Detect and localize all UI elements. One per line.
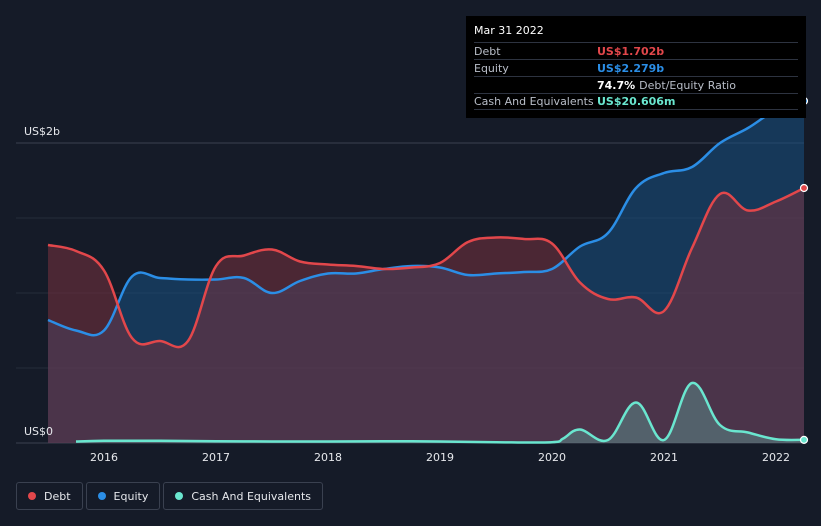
tooltip-row-debt: Debt US$1.702b <box>474 42 798 59</box>
series-lines <box>47 99 805 444</box>
tooltip-equity-value: US$2.279b <box>597 61 665 75</box>
x-tick-label: 2021 <box>650 451 678 464</box>
tooltip-equity-label: Equity <box>474 61 509 75</box>
debt-area <box>48 188 804 443</box>
debt-line <box>47 186 805 349</box>
legend-debt-label: Debt <box>44 489 71 503</box>
tooltip-row-equity: Equity US$2.279b <box>474 59 798 76</box>
x-tick-label: 2017 <box>202 451 230 464</box>
tooltip-ratio-caption: Debt/Equity Ratio <box>639 78 736 92</box>
tooltip-date: Mar 31 2022 <box>474 24 544 37</box>
cash-dot-icon <box>175 492 184 500</box>
cash-end-point <box>799 435 809 444</box>
tooltip-row-cash: Cash And Equivalents US$20.606m <box>474 93 798 110</box>
legend-item-equity[interactable]: Equity <box>85 482 161 510</box>
equity-dot-icon <box>97 492 106 500</box>
x-tick-label: 2019 <box>426 451 454 464</box>
y-label-zero: US$0 <box>24 425 53 438</box>
cash-area <box>76 382 804 443</box>
x-tick-label: 2022 <box>762 451 790 464</box>
series-areas <box>48 101 804 443</box>
tooltip-debt-value: US$1.702b <box>597 44 665 58</box>
tooltip-row-ratio: 74.7% Debt/Equity Ratio <box>474 76 798 93</box>
chart-legend: Debt Equity Cash And Equivalents <box>16 482 323 510</box>
tooltip-panel: Mar 31 2022 Debt US$1.702b Equity US$2.2… <box>466 16 806 118</box>
tooltip-debt-label: Debt <box>474 44 501 58</box>
legend-cash-label: Cash And Equivalents <box>191 489 311 503</box>
x-tick-label: 2018 <box>314 451 342 464</box>
legend-equity-label: Equity <box>113 489 149 503</box>
debt-end-point <box>799 183 809 193</box>
debt-dot-icon <box>28 492 36 500</box>
axes: US$2b US$0 2016 2017 2018 2019 2020 2021 2022 <box>24 125 790 464</box>
legend-item-cash[interactable]: Cash And Equivalents <box>163 482 323 510</box>
y-label-top: US$2b <box>24 125 60 138</box>
tooltip-cash-label: Cash And Equivalents <box>474 95 594 108</box>
x-tick-label: 2016 <box>90 451 118 464</box>
cash-line <box>75 381 805 444</box>
tooltip-ratio-value: 74.7% <box>597 78 636 92</box>
tooltip-cash-value: US$20.606m <box>597 95 676 108</box>
x-tick-label: 2020 <box>538 451 566 464</box>
legend-item-debt[interactable]: Debt <box>16 482 83 510</box>
